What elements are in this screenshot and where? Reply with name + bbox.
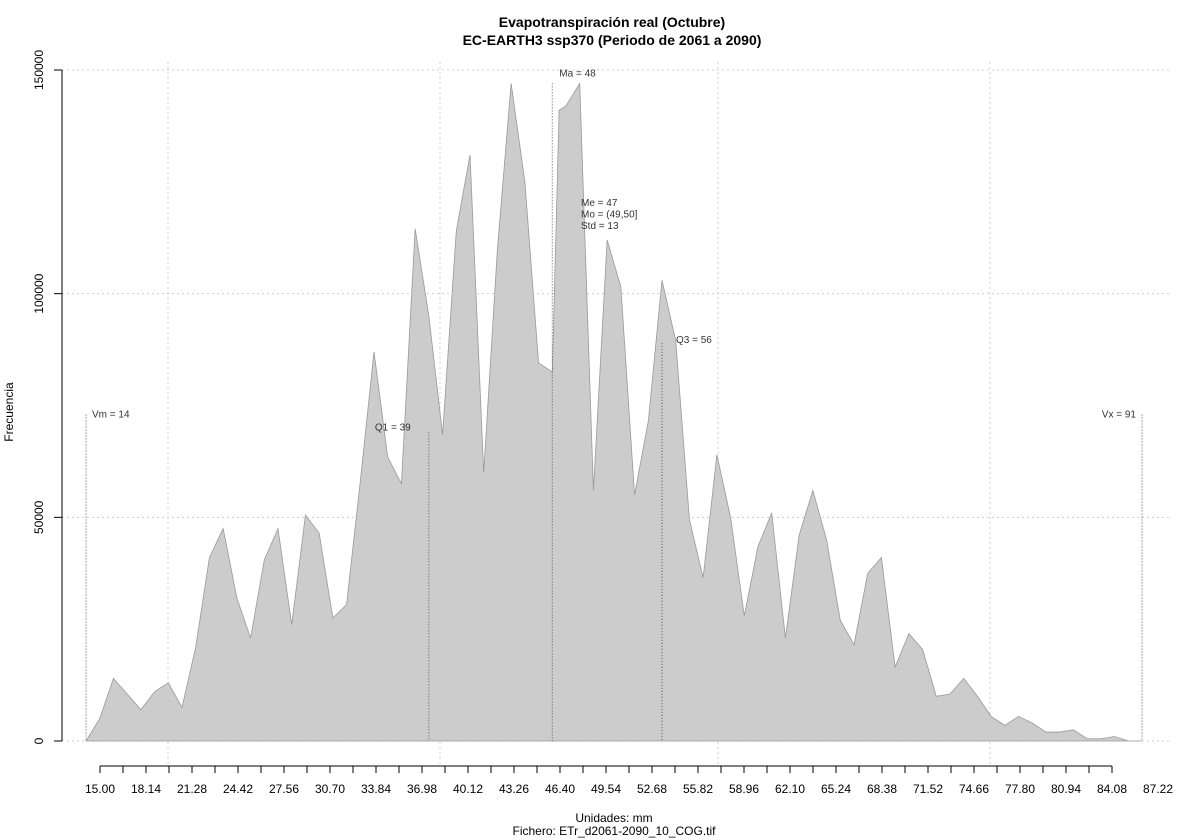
x-tick-label: 87.22	[1143, 782, 1173, 796]
stats-label: Me = 47	[581, 198, 618, 209]
y-tick-label: 150000	[32, 50, 46, 90]
marker-label-vx: Vx = 91	[1102, 409, 1137, 420]
x-tick-label: 33.84	[361, 782, 391, 796]
x-tick-label: 55.82	[683, 782, 713, 796]
x-tick-label: 49.54	[591, 782, 621, 796]
x-tick-label: 68.38	[867, 782, 897, 796]
x-axis-label: Unidades: mm	[575, 811, 652, 825]
x-tick-label: 36.98	[407, 782, 437, 796]
x-tick-label: 77.80	[1005, 782, 1035, 796]
y-tick-label: 50000	[32, 500, 46, 534]
x-tick-label: 27.56	[269, 782, 299, 796]
x-tick-label: 52.68	[637, 782, 667, 796]
marker-label-q1: Q1 = 39	[375, 422, 411, 433]
x-tick-label: 74.66	[959, 782, 989, 796]
x-tick-label: 46.40	[545, 782, 575, 796]
x-tick-label: 30.70	[315, 782, 345, 796]
x-tick-label: 43.26	[499, 782, 529, 796]
x-tick-label: 21.28	[177, 782, 207, 796]
marker-label-ma: Ma = 48	[559, 68, 596, 79]
x-tick-label: 80.94	[1051, 782, 1081, 796]
y-axis-label: Frecuencia	[2, 382, 16, 442]
stats-label: Mo = (49,50]	[581, 210, 638, 221]
y-tick-label: 100000	[32, 273, 46, 313]
file-caption: Fichero: ETr_d2061-2090_10_COG.tif	[513, 824, 717, 838]
marker-label-vm: Vm = 14	[92, 409, 130, 420]
x-tick-label: 40.12	[453, 782, 483, 796]
x-tick-label: 84.08	[1097, 782, 1127, 796]
x-tick-label: 71.52	[913, 782, 943, 796]
x-tick-label: 24.42	[223, 782, 253, 796]
y-tick-label: 0	[32, 737, 46, 744]
plot-layer: Vm = 14 Q1 = 39 Ma = 48 Q3 = 56 Vx = 91 Me = …	[32, 50, 1173, 796]
x-tick-label: 62.10	[775, 782, 805, 796]
frequency-area	[85, 82, 1142, 742]
chart-title: Evapotranspiración real (Octubre)	[499, 14, 725, 30]
x-tick-label: 65.24	[821, 782, 851, 796]
x-tick-label: 18.14	[131, 782, 161, 796]
marker-label-q3: Q3 = 56	[676, 335, 712, 346]
x-tick-label: 15.00	[85, 782, 115, 796]
chart-subtitle: EC-EARTH3 ssp370 (Periodo de 2061 a 2090…	[463, 32, 762, 48]
x-tick-label: 58.96	[729, 782, 759, 796]
stats-label: Std = 13	[581, 221, 619, 232]
